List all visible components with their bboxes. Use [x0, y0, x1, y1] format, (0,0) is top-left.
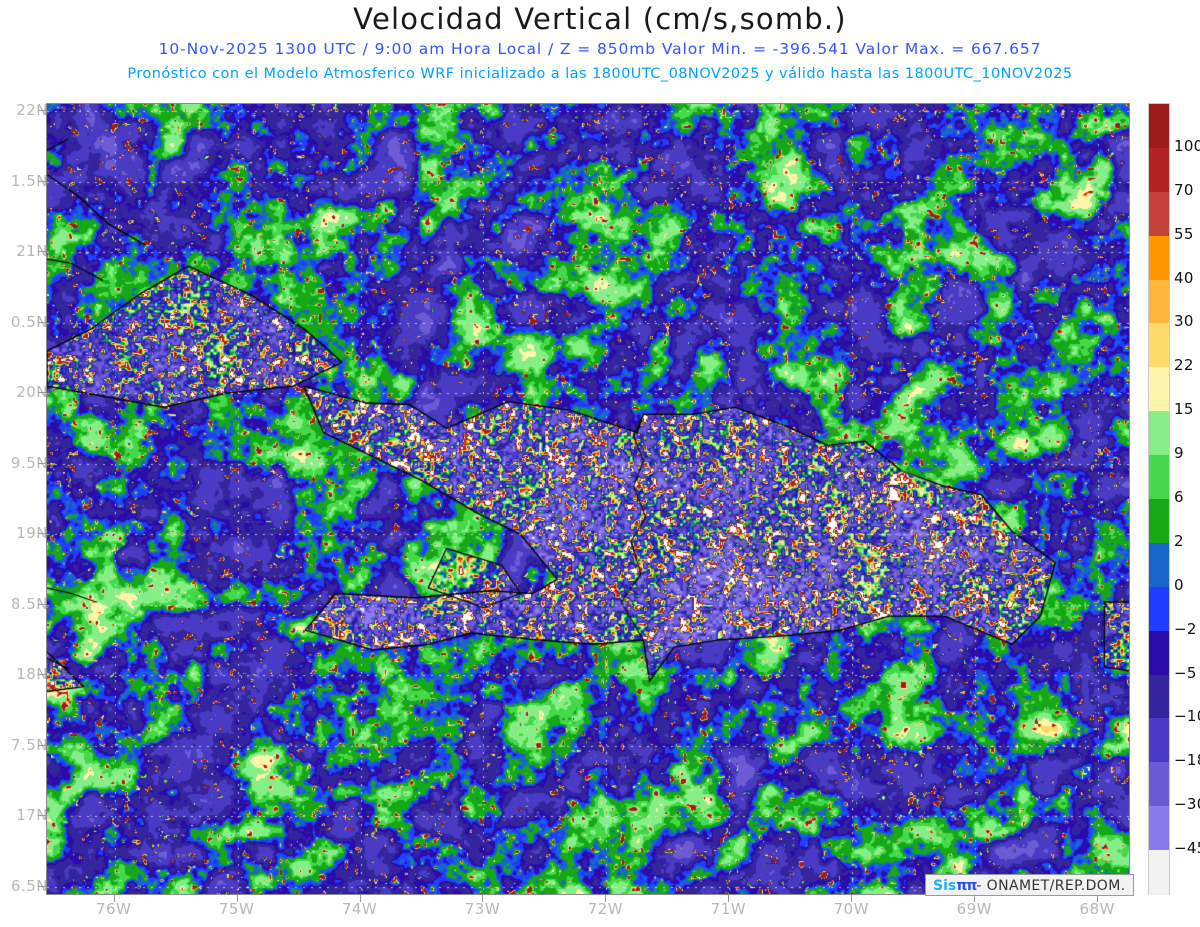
- lon-tick-mark: [974, 895, 976, 902]
- lat-tick-mark: [38, 533, 46, 535]
- lon-tick-label: 76W: [95, 900, 132, 918]
- logo-brand-text: Sis: [933, 878, 957, 894]
- colorbar-tick-label: −10: [1174, 707, 1200, 726]
- colorbar-tick-label: −45: [1174, 839, 1200, 858]
- logo-pi-symbol: ππ: [956, 878, 977, 894]
- map-plot-area[interactable]: [46, 103, 1130, 895]
- lat-tick-mark: [38, 392, 46, 394]
- colorbar-band: [1149, 235, 1169, 281]
- colorbar-tick-label: −2: [1174, 619, 1197, 638]
- colorbar-band: [1149, 630, 1169, 676]
- colorbar-band: [1149, 104, 1169, 149]
- lat-tick-label: 8.5N: [10, 594, 48, 613]
- colorbar-band: [1149, 279, 1169, 325]
- colorbar-band: [1149, 806, 1169, 851]
- colorbar-tick-label: 2: [1174, 531, 1184, 550]
- page-title: Velocidad Vertical (cm/s,somb.): [353, 2, 847, 36]
- lon-tick-label: 71W: [710, 900, 747, 918]
- colorbar-band: [1149, 499, 1169, 544]
- lat-tick-mark: [38, 744, 46, 746]
- colorbar-band: [1149, 850, 1169, 895]
- colorbar-band: [1149, 191, 1169, 237]
- lon-tick-label: 70W: [833, 900, 870, 918]
- colorbar-band: [1149, 674, 1169, 720]
- colorbar-tick-label: 6: [1174, 488, 1184, 506]
- lat-tick-mark: [38, 110, 46, 112]
- colorbar-band: [1149, 762, 1169, 807]
- lon-tick-label: 73W: [464, 900, 501, 918]
- lat-tick-label: 0.5N: [10, 312, 48, 331]
- colorbar[interactable]: [1148, 103, 1170, 895]
- lon-tick-mark: [1097, 895, 1099, 902]
- lon-tick-mark: [728, 895, 730, 902]
- colorbar-band: [1149, 147, 1169, 193]
- lat-tick-mark: [38, 180, 46, 182]
- lat-tick-mark: [38, 321, 46, 323]
- attribution-logo: Sisππ- ONAMET/REP.DOM.: [925, 874, 1134, 896]
- colorbar-band: [1149, 586, 1169, 632]
- lat-lon-gridlines: [47, 104, 1129, 894]
- logo-attribution-text: - ONAMET/REP.DOM.: [976, 878, 1126, 894]
- lat-tick-mark: [38, 885, 46, 887]
- lat-tick-mark: [38, 251, 46, 253]
- lon-tick-label: 75W: [218, 900, 255, 918]
- colorbar-tick-label: 40: [1174, 268, 1194, 287]
- colorbar-tick-label: −5: [1174, 663, 1197, 682]
- lon-tick-mark: [851, 895, 853, 902]
- lat-tick-mark: [38, 462, 46, 464]
- lon-tick-mark: [605, 895, 607, 902]
- colorbar-tick-label: 100: [1174, 136, 1200, 155]
- colorbar-band: [1149, 718, 1169, 763]
- colorbar-tick-label: 0: [1174, 575, 1184, 594]
- lat-tick-mark: [38, 674, 46, 676]
- model-description-line: Pronóstico con el Modelo Atmosferico WRF…: [127, 66, 1073, 82]
- colorbar-tick-label: −18: [1174, 751, 1200, 770]
- lat-tick-label: 9.5N: [10, 453, 48, 472]
- colorbar-tick-label: 30: [1174, 312, 1194, 331]
- colorbar-tick-label: 55: [1174, 224, 1194, 243]
- colorbar-band: [1149, 367, 1169, 412]
- colorbar-band: [1149, 323, 1169, 368]
- lon-tick-label: 72W: [587, 900, 624, 918]
- colorbar-band: [1149, 455, 1169, 500]
- lon-tick-mark: [482, 895, 484, 902]
- colorbar-tick-label: −30: [1174, 795, 1200, 814]
- lon-tick-mark: [113, 895, 115, 902]
- lat-tick-label: 20N: [16, 383, 48, 402]
- forecast-info-line: 10-Nov-2025 1300 UTC / 9:00 am Hora Loca…: [158, 40, 1042, 58]
- lat-tick-label: 18N: [16, 665, 48, 684]
- lat-tick-label: 1.5N: [10, 171, 48, 190]
- colorbar-tick-label: 15: [1174, 400, 1194, 419]
- lat-tick-mark: [38, 603, 46, 605]
- lon-tick-mark: [236, 895, 238, 902]
- colorbar-tick-label: 9: [1174, 444, 1184, 463]
- lon-tick-mark: [359, 895, 361, 902]
- lon-tick-label: 69W: [956, 900, 992, 918]
- colorbar-tick-label: 22: [1174, 356, 1194, 375]
- lat-tick-label: 17N: [16, 806, 48, 825]
- lon-tick-label: 68W: [1079, 900, 1115, 918]
- colorbar-tick-label: 70: [1174, 180, 1194, 199]
- lat-tick-label: 21N: [16, 242, 48, 261]
- lon-tick-label: 74W: [341, 900, 378, 918]
- lat-tick-label: 19N: [16, 524, 48, 543]
- lat-tick-label: 6.5N: [10, 876, 48, 895]
- colorbar-band: [1149, 542, 1169, 588]
- lat-tick-label: 22N: [16, 101, 48, 120]
- lat-tick-mark: [38, 815, 46, 817]
- lat-tick-label: 7.5N: [10, 735, 48, 754]
- colorbar-band: [1149, 411, 1169, 456]
